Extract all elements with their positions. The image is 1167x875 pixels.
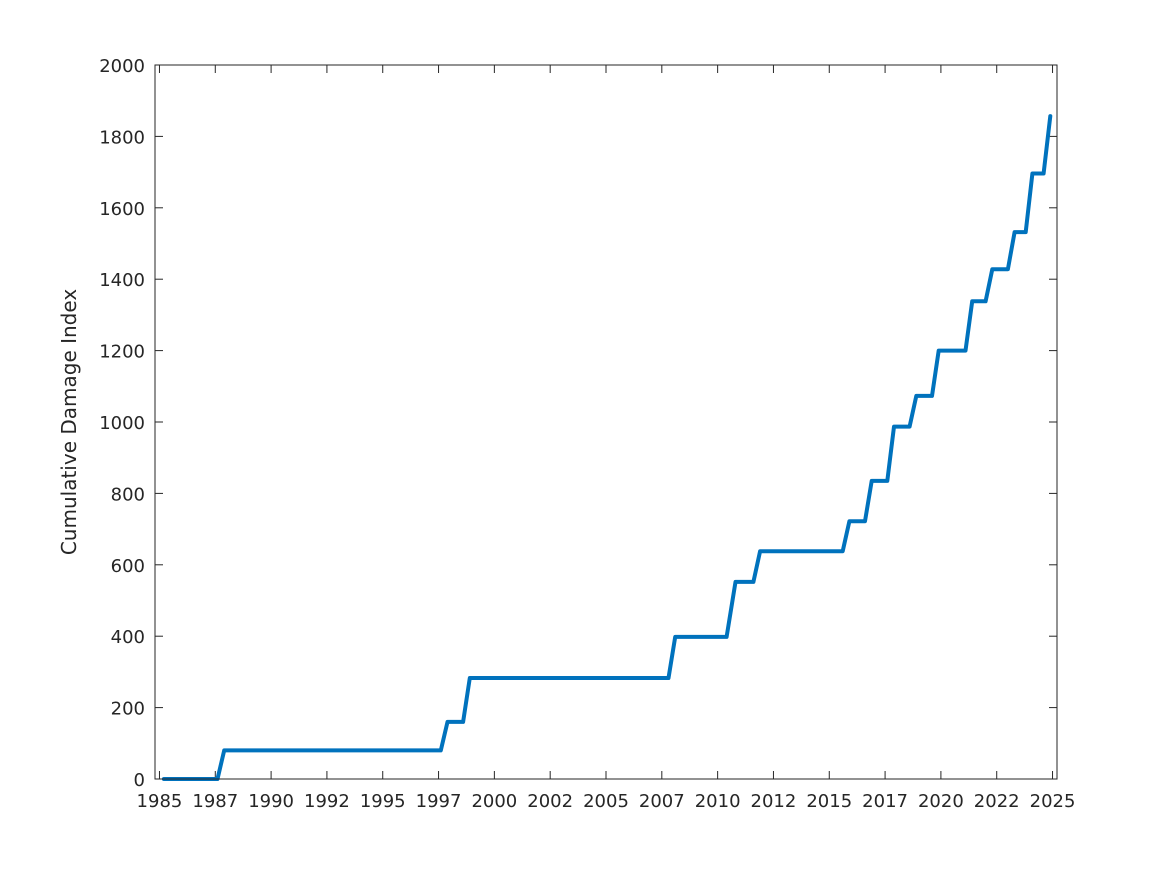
x-tick-label: 1987	[192, 791, 238, 812]
x-tick-label: 2017	[862, 791, 908, 812]
y-tick-label: 2000	[99, 56, 145, 77]
y-tick-label: 1600	[99, 199, 145, 220]
series-layer	[161, 114, 1053, 781]
y-tick-label: 400	[111, 627, 145, 648]
x-tick-label: 2007	[639, 791, 685, 812]
y-tick-label: 0	[134, 770, 145, 791]
x-tick-label: 2002	[527, 791, 573, 812]
x-tick-label: 1990	[248, 791, 294, 812]
y-tick-label: 1200	[99, 342, 145, 363]
x-tick-label: 2005	[583, 791, 629, 812]
x-tick-label: 1985	[137, 791, 183, 812]
x-tick-label: 2015	[806, 791, 852, 812]
x-tick-label: 2020	[918, 791, 964, 812]
x-tick-label: 2000	[471, 791, 517, 812]
x-tick-label: 1997	[416, 791, 462, 812]
y-tick-label: 1800	[99, 127, 145, 148]
x-tick-label: 2010	[695, 791, 741, 812]
x-tick-label: 1995	[360, 791, 406, 812]
y-tick-label: 600	[111, 556, 145, 577]
series-line	[161, 114, 1053, 781]
x-tick-label: 2012	[751, 791, 797, 812]
y-tick-label: 1000	[99, 413, 145, 434]
plot-area	[155, 65, 1057, 779]
y-tick-label: 200	[111, 699, 145, 720]
axes-box	[154, 64, 1058, 780]
y-tick-labels: 0 200 400 600 800 1000 1200 1400 1600 1800 2000	[99, 56, 145, 791]
x-tick-labels: 1985 1987 1990 1992 1995 1997 2000 2002 2005 2007…	[137, 791, 1076, 812]
x-tick-label: 1992	[304, 791, 350, 812]
y-tick-label: 1400	[99, 270, 145, 291]
x-tick-label: 2025	[1030, 791, 1076, 812]
x-tick-label: 2022	[974, 791, 1020, 812]
y-tick-label: 800	[111, 484, 145, 505]
y-axis-label: Cumulative Damage Index	[57, 289, 81, 555]
tick-marks	[155, 64, 1057, 780]
